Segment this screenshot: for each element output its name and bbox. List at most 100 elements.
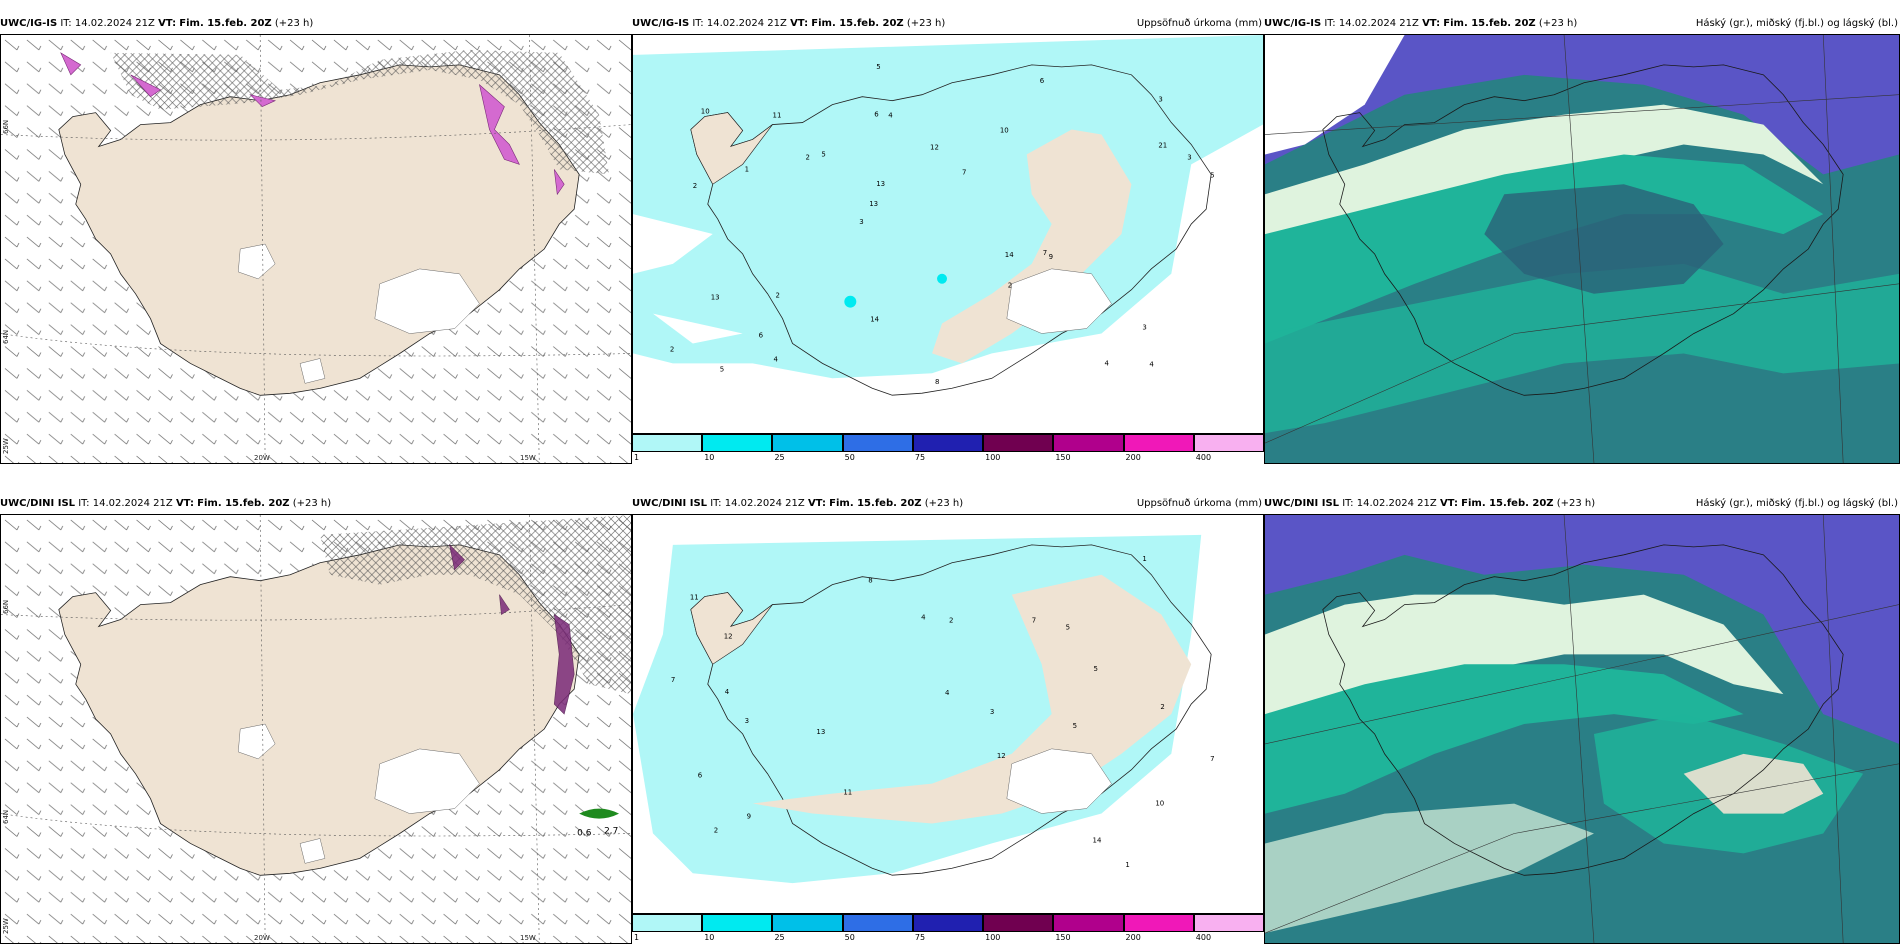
panel-wind-ig: UWC/IG-IS IT: 14.02.2024 21Z VT: Fim. 15… (0, 14, 632, 464)
precip-value-label: 3 (1142, 324, 1146, 332)
colorbar-swatch (1053, 434, 1124, 452)
colorbar-swatch (702, 914, 773, 932)
colorbar-label: 150 (1055, 453, 1071, 462)
precip-value-label: 3 (859, 218, 863, 226)
precip-value-label: 11 (773, 112, 782, 120)
colorbar-label: 100 (985, 933, 1001, 942)
precip-value-label: 5 (821, 150, 825, 158)
colorbar-label: 10 (704, 933, 715, 942)
panel-precip-dini: UWC/DINI ISL IT: 14.02.2024 21Z VT: Fim.… (632, 494, 1264, 944)
colorbar-label: 1 (634, 453, 640, 462)
cloud-map (1264, 514, 1900, 944)
precip-value-label: 12 (930, 143, 939, 151)
panel-header: UWC/IG-IS IT: 14.02.2024 21Z VT: Fim. 15… (632, 18, 1262, 29)
precip-value-label: 8 (935, 378, 939, 386)
precip-value-label: 7 (1032, 616, 1036, 624)
colorbar-swatch (912, 434, 984, 452)
colorbar-swatch (772, 914, 843, 932)
lat-label-66: 66N (2, 119, 10, 134)
precip-value-label: 4 (945, 689, 950, 697)
precip-value-label: 3 (745, 717, 749, 725)
colorbar-label: 100 (985, 453, 1001, 462)
panel-header: UWC/DINI ISL IT: 14.02.2024 21Z VT: Fim.… (0, 498, 332, 509)
precip-value-label: 7 (671, 676, 675, 684)
precip-value-label: 7 (1043, 249, 1047, 257)
colorbar-swatch (632, 434, 703, 452)
precip-value-label: 2 (714, 826, 718, 834)
precip-value-label: 10 (1000, 127, 1009, 135)
precip-value-label: 8 (868, 577, 872, 585)
colorbar-swatch (842, 914, 913, 932)
precip-value-label: 14 (1093, 836, 1102, 844)
panel-header: UWC/DINI ISL IT: 14.02.2024 21Z VT: Fim.… (1264, 498, 1898, 509)
colorbar-label: 10 (704, 453, 715, 462)
precip-value-label: 1 (1142, 555, 1146, 563)
wind-annotation: 2.7 (604, 827, 618, 837)
lon-label-15: 15W (520, 934, 536, 942)
colorbar-swatch (1053, 914, 1124, 932)
colorbar-swatch (983, 914, 1054, 932)
precip-value-label: 3 (1158, 96, 1162, 104)
precip-value-label: 9 (1049, 253, 1053, 261)
precip-value-label: 2 (949, 616, 953, 624)
precip-value-label: 10 (701, 108, 710, 116)
precip-value-label: 7 (962, 168, 966, 176)
lon-label-20: 20W (254, 934, 270, 942)
precip-value-label: 2 (776, 292, 780, 300)
lat-label-64: 64N (2, 329, 10, 344)
colorbar-swatch (772, 434, 843, 452)
precip-value-label: 2 (805, 153, 809, 161)
colorbar-label: 25 (774, 453, 785, 462)
colorbar-label: 1 (634, 933, 640, 942)
colorbar-label: 400 (1195, 933, 1212, 942)
precip-value-label: 4 (725, 688, 730, 696)
colorbar-swatch (1193, 434, 1264, 452)
precip-value-label: 4 (921, 613, 926, 621)
colorbar-swatch (912, 914, 984, 932)
precip-value-label: 2 (670, 345, 674, 353)
colorbar-label: 200 (1125, 933, 1141, 942)
colorbar-label: 150 (1055, 933, 1071, 942)
colorbar-label: 200 (1125, 453, 1141, 462)
colorbar-swatch (983, 434, 1054, 452)
panel-wind-dini: UWC/DINI ISL IT: 14.02.2024 21Z VT: Fim.… (0, 494, 632, 944)
precip-value-label: 2 (693, 182, 697, 190)
precip-value-label: 12 (724, 632, 733, 640)
precip-value-label: 7 (1210, 755, 1214, 763)
colorbar-swatch (1193, 914, 1264, 932)
colorbar-label: 50 (844, 453, 855, 462)
colorbar-label: 50 (844, 933, 855, 942)
precip-value-label: 6 (759, 331, 763, 339)
precip-value-label: 11 (843, 789, 852, 797)
precip-value-label: 13 (711, 294, 720, 302)
colorbar-label: 75 (914, 933, 926, 942)
precip-value-label: 5 (876, 63, 880, 71)
precip-value-label: 5 (1073, 722, 1077, 730)
precip-value-label: 5 (1210, 171, 1214, 179)
panel-cloud-ig: UWC/IG-IS IT: 14.02.2024 21Z VT: Fim. 15… (1264, 14, 1900, 464)
colorbar-label: 75 (914, 453, 926, 462)
precip-colorbar: 1 10 25 50 75 100 150 200 400 (632, 434, 1264, 464)
precip-value-label: 6 (698, 772, 702, 780)
precip-map: 1 3 12 11 10 12 9 13 5 4 7 14 11 8 3 6 5 4 7 2 1 2 5 7 2 4 (632, 514, 1264, 914)
precip-value-label: 13 (876, 180, 885, 188)
panel-header: UWC/IG-IS IT: 14.02.2024 21Z VT: Fim. 15… (0, 18, 314, 29)
precip-value-label: 12 (997, 752, 1006, 760)
precip-value-label: 4 (1105, 359, 1110, 367)
wind-annotation: 0.6 (577, 829, 592, 839)
colorbar-swatch (632, 914, 703, 932)
wind-map (0, 34, 632, 464)
precip-value-label: 4 (1149, 360, 1154, 368)
precip-value-label: 5 (720, 365, 724, 373)
wind-map: 0.6 2.7 (0, 514, 632, 944)
precip-value-label: 1 (1125, 861, 1129, 869)
precip-value-label: 14 (870, 316, 879, 324)
precip-map: 4 2 3 3 10 5 6 12 13 5 2 6 4 7 9 10 5 5 14 21 13 14 13 11 6 2 4 3 7 8… (632, 34, 1264, 434)
precip-value-label: 4 (888, 112, 893, 120)
panel-header: UWC/DINI ISL IT: 14.02.2024 21Z VT: Fim.… (632, 498, 1262, 509)
precip-value-label: 14 (1005, 251, 1014, 259)
precip-value-label: 1 (745, 165, 749, 173)
colorbar-label: 25 (774, 933, 785, 942)
colorbar-label: 400 (1195, 453, 1212, 462)
precip-value-label: 21 (1158, 141, 1167, 149)
